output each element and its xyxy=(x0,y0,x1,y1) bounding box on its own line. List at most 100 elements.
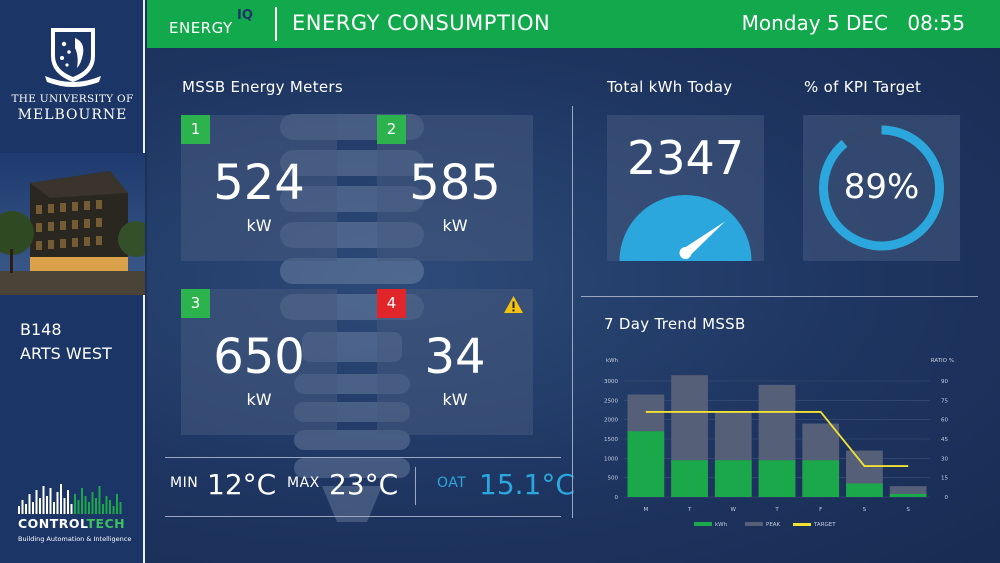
equalizer-bar xyxy=(18,506,20,514)
meter-tile-3[interactable]: 3 650 kW xyxy=(181,289,337,435)
equalizer-bar xyxy=(70,504,73,514)
kwh-bar xyxy=(671,460,708,497)
y2-tick-label: 30 xyxy=(941,456,948,462)
target-line xyxy=(645,411,909,467)
kpi-ring-progress xyxy=(819,125,944,251)
gauge-needle-hub xyxy=(679,247,692,259)
equalizer-bar xyxy=(53,502,55,514)
kwh-bar xyxy=(627,431,665,497)
x-tick-label: W xyxy=(731,507,737,513)
equalizer-bar xyxy=(109,500,111,514)
equalizer-bar xyxy=(46,496,48,514)
brand-name: ENERGY xyxy=(169,19,233,37)
equalizer-bar xyxy=(88,502,90,514)
meter-unit: kW xyxy=(442,390,468,409)
legend-label: kWh xyxy=(715,522,728,528)
meter-unit: kW xyxy=(246,216,272,235)
legend-label: TARGET xyxy=(813,522,836,528)
meter-tile-4[interactable]: 4 34 kW xyxy=(377,289,533,435)
current-time: 08:55 xyxy=(907,11,965,35)
building-code: B148 xyxy=(20,320,62,339)
equalizer-bar xyxy=(119,502,122,514)
y2-tick-label: 90 xyxy=(941,379,948,385)
meter-tile-2[interactable]: 2 585 kW xyxy=(377,115,533,261)
kwh-bar xyxy=(846,483,883,497)
kpi-tile[interactable]: 89% xyxy=(803,115,960,261)
panel-divider-horizontal xyxy=(581,296,978,297)
y2-tick-label: 45 xyxy=(941,437,948,443)
brand-superscript: IQ xyxy=(237,8,253,23)
min-temp-value: 12°C xyxy=(207,468,277,501)
temperature-bottom-rule xyxy=(165,516,561,517)
university-logo: THE UNIVERSITY OF MELBOURNE xyxy=(0,22,145,123)
kwh-bar xyxy=(714,460,752,497)
kwh-bar xyxy=(758,460,796,497)
y-tick-label: 1500 xyxy=(604,437,618,443)
university-name-line2: MELBOURNE xyxy=(17,107,128,123)
legend-swatch xyxy=(745,522,763,526)
kwh-today-value: 2347 xyxy=(626,131,745,185)
equalizer-bar xyxy=(39,498,41,514)
equalizer-bar xyxy=(102,504,104,514)
kwh-today-title: Total kWh Today xyxy=(607,78,733,96)
y-tick-label: 3000 xyxy=(604,379,618,385)
kwh-today-tile[interactable]: 2347 xyxy=(607,115,764,261)
equalizer-bar xyxy=(98,486,101,514)
equalizer-bar xyxy=(21,500,24,514)
trend-chart: kWh RATIO % 0 0 500 15 1000 30 1500 45 2000 60 2500 7… xyxy=(604,358,954,528)
y-axis-label: kWh xyxy=(606,358,619,364)
equalizer-bar xyxy=(81,488,83,514)
x-tick-label: S xyxy=(863,507,867,513)
y2-tick-label: 0 xyxy=(945,495,949,501)
y-tick-label: 0 xyxy=(615,495,619,501)
min-temp-label: MIN xyxy=(170,475,199,491)
meter-number-badge: 3 xyxy=(181,289,210,318)
kwh-bar xyxy=(802,460,840,497)
meter-number-badge: 2 xyxy=(377,115,406,144)
meter-value: 524 xyxy=(213,155,305,211)
equalizer-bar xyxy=(32,502,34,514)
equalizer-bars-icon xyxy=(18,484,122,514)
y2-axis-label: RATIO % xyxy=(931,358,954,364)
sidebar: THE UNIVERSITY OF MELBOURNE B148 ARTS WE xyxy=(0,0,145,563)
equalizer-bar xyxy=(116,494,118,514)
x-tick-label: T xyxy=(774,507,779,513)
y2-tick-label: 75 xyxy=(941,398,948,404)
building-label: B148 ARTS WEST xyxy=(20,318,112,366)
x-tick-label: M xyxy=(643,507,648,513)
equalizer-bar xyxy=(60,484,62,514)
meters-title: MSSB Energy Meters xyxy=(182,78,343,96)
meter-tile-1[interactable]: 1 524 kW xyxy=(181,115,337,261)
warning-triangle-icon xyxy=(504,296,523,313)
company-name: CONTROLTECH xyxy=(18,516,133,531)
peak-bar xyxy=(889,486,927,497)
meter-value: 585 xyxy=(409,155,501,211)
y2-tick-label: 60 xyxy=(941,418,948,424)
y-tick-label: 1000 xyxy=(604,456,618,462)
building-photo xyxy=(0,153,145,295)
temperature-top-rule xyxy=(165,457,561,458)
temperature-divider xyxy=(415,467,416,505)
x-tick-label: F xyxy=(819,507,822,513)
equalizer-bar xyxy=(63,498,66,514)
equalizer-bar xyxy=(25,504,27,514)
equalizer-bar xyxy=(49,488,52,514)
header-divider xyxy=(275,7,277,41)
gauge-needle xyxy=(681,221,726,257)
equalizer-bar xyxy=(42,486,45,514)
current-date: Monday 5 DEC xyxy=(741,11,888,35)
meter-unit: kW xyxy=(442,216,468,235)
meter-value: 650 xyxy=(213,329,305,385)
equalizer-bar xyxy=(112,506,115,514)
equalizer-bar xyxy=(77,500,80,514)
kpi-percent-value: 89% xyxy=(843,167,920,207)
equalizer-bar xyxy=(56,492,59,514)
x-tick-label: T xyxy=(687,507,692,513)
equalizer-bar xyxy=(84,496,87,514)
company-name-part2: TECH xyxy=(86,516,126,531)
kpi-progress-ring xyxy=(819,125,944,251)
max-temp-value: 23°C xyxy=(329,468,399,501)
header-bar: ENERGY IQ ENERGY CONSUMPTION Monday 5 DE… xyxy=(147,0,1000,48)
y2-tick-label: 15 xyxy=(941,476,948,482)
gauge-arc xyxy=(619,195,752,261)
